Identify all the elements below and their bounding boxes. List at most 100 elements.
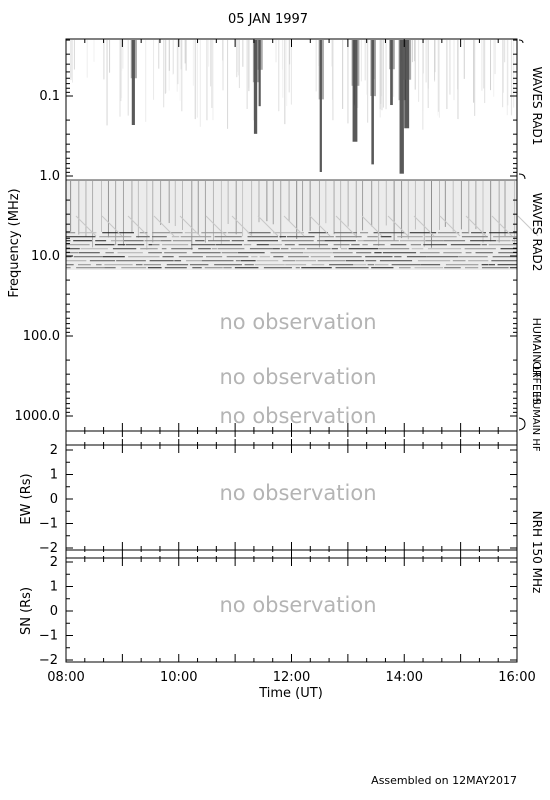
rad2-interference-band <box>353 264 367 266</box>
rad2-interference-band <box>66 252 79 254</box>
rad2-interference-band <box>148 252 162 254</box>
rad2-interference-band <box>95 240 107 242</box>
rad2-interference-band <box>423 244 447 246</box>
time-tick-label: 08:00 <box>47 670 84 685</box>
rad2-drift-texture <box>75 215 97 237</box>
rad2-interference-band <box>206 256 223 258</box>
rad2-interference-band <box>89 260 116 262</box>
rad2-interference-band <box>256 244 269 246</box>
rad1-texture <box>481 40 483 91</box>
rad2-interference-band <box>367 236 378 238</box>
rad1-texture <box>185 40 187 71</box>
rad1-texture <box>158 40 160 69</box>
rad2-interference-band <box>333 244 350 246</box>
rad2-interference-band <box>128 256 160 258</box>
rad2-interference-band <box>195 240 205 242</box>
radio-burst <box>390 40 393 106</box>
no-observation-humain-hf: no observation <box>219 404 376 428</box>
rad2-interference-band <box>191 244 216 246</box>
spectrum-time-ticks <box>65 39 518 431</box>
rs-tick-label: 0 <box>50 492 58 507</box>
rad2-interference-band <box>78 252 100 254</box>
rad1-texture <box>494 40 496 75</box>
rad2-interference-band <box>223 267 232 269</box>
rad1-texture <box>86 40 88 78</box>
rad1-texture <box>168 40 170 71</box>
rad2-interference-band <box>73 240 92 242</box>
rad2-interference-band <box>481 267 509 269</box>
frequency-tick-label: 1000.0 <box>15 409 61 424</box>
rad2-drift-texture <box>127 215 149 237</box>
rad1-texture <box>127 40 129 116</box>
rad2-interference-band <box>374 252 382 254</box>
rad2-interference-band <box>496 240 511 242</box>
rad1-texture <box>211 40 213 108</box>
rad1-texture <box>506 40 508 116</box>
rad2-interference-band <box>465 267 479 269</box>
rad1-texture <box>237 40 239 73</box>
rad1-texture <box>504 40 506 63</box>
rad2-interference-band <box>425 236 457 238</box>
rad2-interference-band <box>66 244 90 246</box>
radio-burst <box>258 40 261 107</box>
rad1-texture <box>73 40 75 70</box>
rad2-interference-band <box>80 248 108 250</box>
rad1-texture <box>278 40 280 112</box>
rad2-interference-band <box>172 240 192 242</box>
rad1-texture <box>473 40 475 103</box>
rad2-interference-band <box>171 236 180 238</box>
rad2-interference-band <box>498 252 517 254</box>
rad1-texture <box>463 40 465 79</box>
rad1-texture <box>502 40 504 108</box>
rad2-interference-band <box>249 248 273 250</box>
rad1-texture <box>109 40 111 73</box>
rad2-interference-band <box>234 267 259 269</box>
rad1-texture <box>69 40 71 68</box>
rad2-interference-band <box>500 248 517 250</box>
radio-burst <box>371 40 374 165</box>
band-bracket-rad1 <box>518 39 526 180</box>
rad2-drift-texture <box>231 215 253 237</box>
rad2-interference-band <box>189 264 209 266</box>
rad2-interference-band <box>475 252 493 254</box>
rad1-texture <box>120 40 122 102</box>
radio-burst <box>319 40 322 172</box>
rad2-interference-band <box>286 236 315 238</box>
rad2-interference-band <box>192 252 221 254</box>
rad2-interference-band <box>149 260 174 262</box>
rad1-texture <box>289 40 291 65</box>
spectrum-heatmap <box>66 40 539 269</box>
radio-burst-halo <box>130 40 137 79</box>
radio-burst <box>404 40 410 129</box>
rad2-drift-texture <box>465 215 487 237</box>
rad2-interference-band <box>497 264 517 266</box>
rad2-interference-band <box>362 244 368 246</box>
rad2-interference-band <box>419 252 440 254</box>
rad2-interference-band <box>135 264 143 266</box>
rad1-texture <box>331 40 333 100</box>
rad1-texture <box>164 40 166 94</box>
rad1-texture <box>484 40 486 104</box>
rad1-texture <box>331 40 333 67</box>
rad1-texture <box>414 40 416 90</box>
rad2-interference-band <box>208 240 230 242</box>
frequency-axis: 0.1 1.0 10.0 100.0 1000.0 <box>15 39 517 424</box>
rad2-interference-band <box>509 267 517 269</box>
rad2-interference-band <box>247 236 279 238</box>
rad2-interference-band <box>259 256 270 258</box>
rad2-interference-band <box>99 236 132 238</box>
rad1-texture <box>422 40 424 74</box>
rad2-interference-band <box>301 267 332 269</box>
rad2-interference-band <box>481 244 487 246</box>
rad2-interference-band <box>116 260 146 262</box>
rad2-interference-band <box>308 232 329 234</box>
rad2-interference-band <box>379 260 413 262</box>
rad2-interference-band <box>443 252 462 254</box>
rad1-texture <box>227 40 229 129</box>
separator-1-ticks <box>65 431 518 445</box>
rad2-interference-band <box>329 264 354 266</box>
band-label-orfees: ORFEES <box>530 361 543 405</box>
rad2-drift-texture <box>439 215 461 237</box>
rad2-interference-band <box>426 256 459 258</box>
sn-axis: 2 1 0 −1 −2 <box>39 555 517 668</box>
